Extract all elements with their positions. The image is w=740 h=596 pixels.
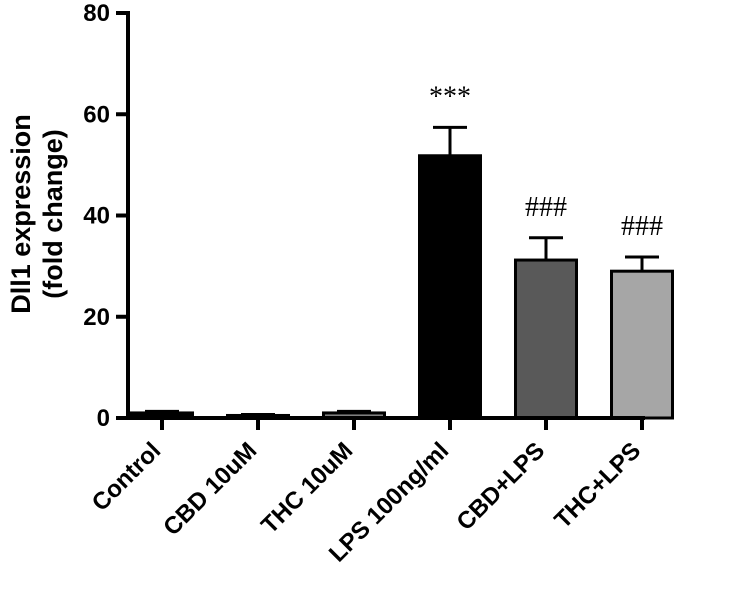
y-tick-label: 80	[83, 0, 110, 27]
y-tick-label: 0	[97, 405, 110, 432]
bar	[610, 269, 674, 420]
significance-label: ***	[429, 81, 471, 112]
bars: *** ### ###	[130, 81, 674, 420]
y-axis-title-line-2: (fold change)	[38, 129, 68, 299]
x-tick-label: Control	[87, 437, 166, 516]
x-tick-label: CBD 10uM	[158, 437, 262, 541]
y-tick-label: 60	[83, 101, 110, 128]
bar	[514, 258, 578, 420]
significance-label: ###	[621, 211, 663, 242]
y-tick-label: 40	[83, 203, 110, 230]
y-axis-title: Dll1 expression (fold change)	[6, 114, 68, 314]
x-tick-label: THC 10uM	[256, 437, 358, 539]
bar	[418, 154, 482, 420]
y-tick-label: 20	[83, 304, 110, 331]
x-tick-label: CBD+LPS	[451, 437, 550, 536]
y-axis-title-line-1: Dll1 expression	[6, 114, 36, 314]
x-tick-label: THC+LPS	[549, 437, 646, 534]
significance-label: ###	[525, 192, 567, 223]
y-axis: 0 20 40 60 80	[83, 0, 130, 432]
